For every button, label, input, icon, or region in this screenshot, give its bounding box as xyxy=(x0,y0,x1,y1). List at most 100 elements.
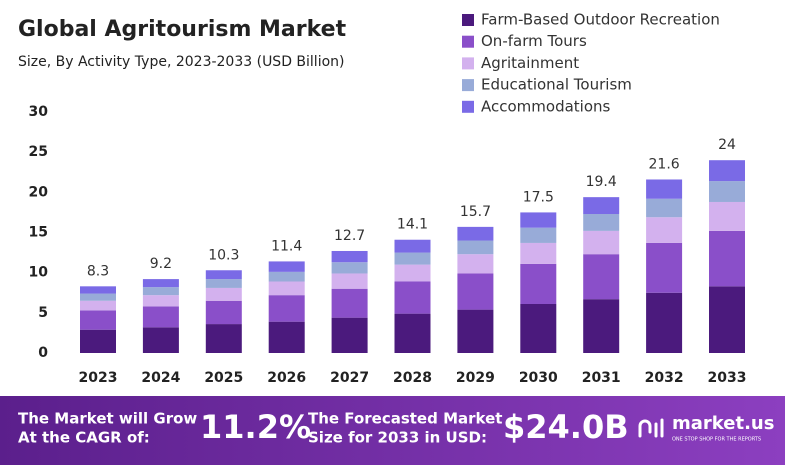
total-label: 9.2 xyxy=(150,256,172,272)
bar-segment xyxy=(331,262,368,274)
chart-title: Global Agritourism Market xyxy=(18,17,347,42)
y-tick-label: 30 xyxy=(29,104,49,120)
x-tick-label: 2025 xyxy=(204,370,243,386)
bar-segment xyxy=(268,281,305,296)
bar-segment xyxy=(142,279,179,288)
bar-segment xyxy=(80,300,116,311)
bar-segment xyxy=(394,313,431,353)
bar-segment xyxy=(583,197,620,215)
banner xyxy=(0,396,785,465)
legend-swatch xyxy=(462,57,474,70)
bar-segment xyxy=(205,287,242,301)
bar-segment xyxy=(331,250,368,263)
bar-segment xyxy=(646,292,683,353)
total-label: 15.7 xyxy=(460,204,491,220)
bar-segment xyxy=(331,273,368,289)
bar-segment xyxy=(80,329,116,353)
x-tick-label: 2027 xyxy=(330,370,369,386)
bar-segment xyxy=(457,309,494,353)
x-tick-label: 2030 xyxy=(519,370,558,386)
bar-segment xyxy=(205,300,242,325)
y-tick-label: 25 xyxy=(29,144,48,160)
x-tick-label: 2032 xyxy=(645,370,684,386)
x-tick-label: 2024 xyxy=(141,370,180,386)
y-tick-label: 0 xyxy=(38,345,48,361)
total-label: 10.3 xyxy=(208,247,239,263)
y-tick-label: 15 xyxy=(29,225,48,241)
cagr-text: The Market will Grow xyxy=(18,410,197,428)
bar-segment xyxy=(80,293,116,301)
bar-segment xyxy=(583,299,620,353)
bar-segment xyxy=(520,242,557,264)
legend-swatch xyxy=(462,100,474,113)
legend-swatch xyxy=(462,14,474,26)
bar-segment xyxy=(709,230,745,287)
bar-segment xyxy=(646,217,683,243)
bar-segment xyxy=(331,317,368,353)
bar-segment xyxy=(583,230,620,255)
bar-segment xyxy=(520,212,557,228)
forecast-text: The Forecasted Market xyxy=(308,410,502,428)
logo-icon xyxy=(638,418,664,438)
x-tick-label: 2028 xyxy=(393,370,432,386)
bar-segment xyxy=(268,261,305,272)
bar-segment xyxy=(457,273,494,310)
y-tick-label: 20 xyxy=(29,184,49,200)
bar-segment xyxy=(394,281,431,314)
legend-label: Accommodations xyxy=(481,97,611,115)
bar-segment xyxy=(268,321,305,353)
bar-segment xyxy=(142,287,179,296)
total-label: 11.4 xyxy=(271,238,302,254)
chart-subtitle: Size, By Activity Type, 2023-2033 (USD B… xyxy=(18,54,345,70)
bar-segment xyxy=(709,201,745,231)
bar-segment xyxy=(583,254,620,300)
brand: market.us xyxy=(672,413,774,434)
bar-segment xyxy=(646,179,683,199)
legend-label: Farm-Based Outdoor Recreation xyxy=(481,11,720,29)
forecast-text: Size for 2033 in USD: xyxy=(308,429,487,447)
bar-segment xyxy=(646,242,683,293)
bar-segment xyxy=(709,160,745,182)
bar-segment xyxy=(80,310,116,330)
total-label: 14.1 xyxy=(397,217,428,233)
legend-label: On-farm Tours xyxy=(481,32,587,50)
tagline: ONE STOP SHOP FOR THE REPORTS xyxy=(672,437,761,443)
bar-segment xyxy=(394,252,431,265)
bar-segment xyxy=(709,181,745,202)
bar-segment xyxy=(142,327,179,353)
x-tick-label: 2033 xyxy=(708,370,747,386)
cagr-text: At the CAGR of: xyxy=(18,429,150,447)
total-label: 8.3 xyxy=(87,263,109,279)
x-tick-label: 2023 xyxy=(79,370,118,386)
legend-label: Agritainment xyxy=(481,54,579,72)
bar-segment xyxy=(520,303,557,353)
bar-segment xyxy=(331,288,368,318)
total-label: 19.4 xyxy=(586,174,617,190)
forecast-value: $24.0B xyxy=(503,408,629,446)
bar-segment xyxy=(646,198,683,218)
bar-segment xyxy=(457,254,494,274)
x-tick-label: 2031 xyxy=(582,370,621,386)
total-label: 12.7 xyxy=(334,228,365,244)
bar-segment xyxy=(205,270,242,280)
bar-segment xyxy=(268,295,305,322)
bar-segment xyxy=(142,295,179,307)
y-tick-label: 5 xyxy=(38,305,48,321)
bar-segment xyxy=(268,271,305,282)
bar-segment xyxy=(205,324,242,353)
bar-segment xyxy=(457,240,494,255)
legend-swatch xyxy=(462,79,474,92)
bar-segment xyxy=(142,306,179,328)
legend-label: Educational Tourism xyxy=(481,76,632,94)
total-label: 21.6 xyxy=(649,156,680,172)
x-tick-label: 2029 xyxy=(456,370,495,386)
legend-swatch xyxy=(462,35,474,48)
total-label: 24 xyxy=(718,137,736,153)
bar-segment xyxy=(520,263,557,304)
bar-segment xyxy=(709,286,745,353)
bar-segment xyxy=(394,239,431,253)
bar-segment xyxy=(520,227,557,243)
bar-segment xyxy=(457,226,494,241)
bar-segment xyxy=(583,214,620,231)
